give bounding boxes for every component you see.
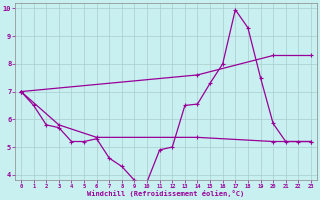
X-axis label: Windchill (Refroidissement éolien,°C): Windchill (Refroidissement éolien,°C) xyxy=(87,190,244,197)
